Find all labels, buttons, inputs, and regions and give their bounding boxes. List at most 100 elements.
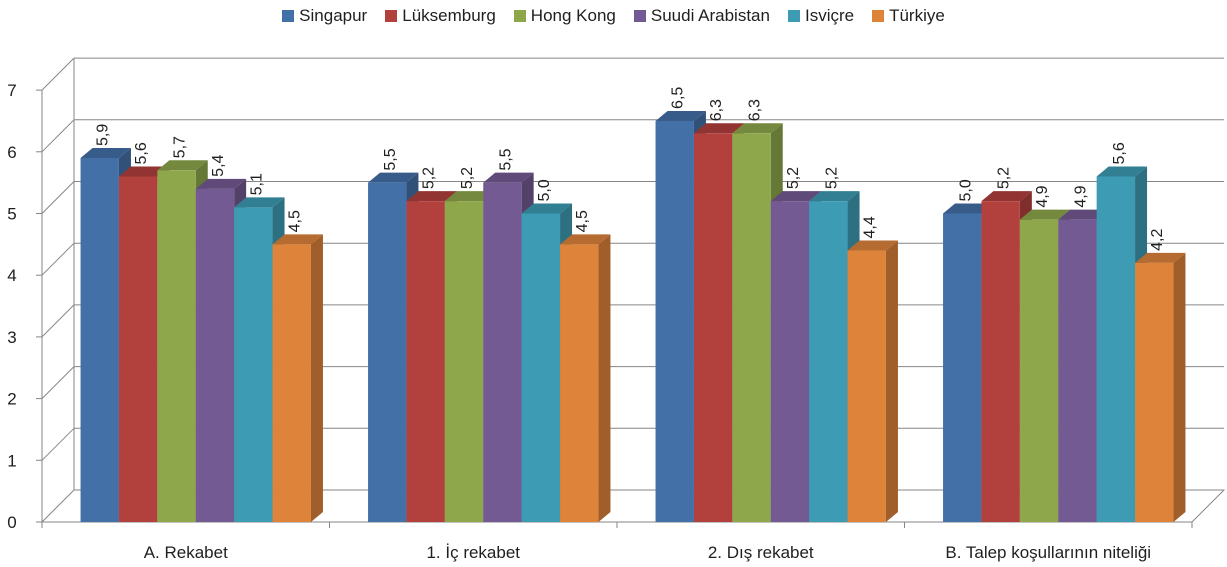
- bar-front: [118, 176, 158, 523]
- legend-item: Hong Kong: [513, 6, 616, 26]
- bar-top: [847, 240, 898, 251]
- bars: [80, 110, 1186, 523]
- gridline-diagonal: [41, 427, 75, 461]
- legend-swatch: [282, 10, 295, 22]
- bar-top: [118, 166, 170, 177]
- legend-label: Suudi Arabistan: [650, 6, 770, 25]
- bar-front: [655, 120, 694, 522]
- bar-top: [560, 234, 611, 245]
- bar-front: [234, 207, 273, 522]
- bar-side: [310, 234, 323, 522]
- bar-side: [1173, 252, 1186, 523]
- bar-top: [234, 197, 285, 208]
- data-label: 5,6: [1111, 142, 1128, 164]
- bar-top: [770, 191, 822, 202]
- y-tick-label: 2: [7, 390, 16, 409]
- data-label: 4,5: [287, 210, 304, 232]
- bar-front: [1019, 219, 1059, 523]
- bar-front: [444, 201, 484, 522]
- gridline-diagonal: [41, 119, 75, 153]
- legend-item: Isviçre: [787, 6, 855, 26]
- data-label: 5,2: [785, 167, 802, 189]
- legend-label: Türkiye: [889, 6, 945, 25]
- bar: [1135, 252, 1186, 523]
- bar-front: [483, 182, 522, 522]
- bar-side: [885, 240, 898, 522]
- legend-item: Türkiye: [872, 6, 945, 26]
- legend-swatch: [787, 10, 800, 22]
- data-label: 5,5: [382, 148, 399, 170]
- bar-front: [1096, 176, 1136, 523]
- bar-front: [80, 157, 119, 522]
- legend-label: Hong Kong: [530, 6, 616, 25]
- data-label: 4,4: [862, 216, 879, 238]
- bar-front: [693, 133, 733, 523]
- data-label: 5,2: [459, 167, 476, 189]
- bar-top: [368, 172, 419, 183]
- bar: [272, 234, 323, 522]
- bar-front: [847, 250, 886, 522]
- x-tick-label: A. Rekabet: [144, 543, 228, 562]
- bar-top: [809, 191, 860, 202]
- data-label: 5,7: [172, 136, 189, 158]
- bar-front: [943, 213, 982, 522]
- bar-top: [521, 203, 573, 214]
- data-label: 5,0: [957, 179, 974, 201]
- bar: [560, 234, 611, 522]
- bar-top: [80, 147, 131, 158]
- data-label: 5,2: [421, 167, 438, 189]
- bar-top: [1096, 166, 1148, 177]
- legend: Singapur Lüksemburg Hong Kong Suudi Arabist…: [0, 6, 1227, 26]
- data-label: 4,5: [574, 210, 591, 232]
- y-tick-label: 3: [7, 328, 16, 347]
- data-label: 5,5: [497, 148, 514, 170]
- gridline-diagonal: [41, 57, 75, 91]
- x-tick-label: B. Talep koşullarının niteliği: [945, 543, 1151, 562]
- bar-top: [272, 234, 323, 245]
- bar-front: [981, 201, 1020, 522]
- legend-label: Isviçre: [804, 6, 855, 25]
- x-tick-label: 2. Dış rekabet: [708, 543, 814, 562]
- bar-front: [157, 170, 196, 522]
- bar-top: [693, 123, 745, 134]
- data-label: 6,5: [670, 87, 687, 109]
- bar-top: [444, 191, 496, 202]
- legend-label: Singapur: [299, 6, 368, 25]
- data-label: 6,3: [708, 99, 725, 121]
- bar-top: [1135, 252, 1186, 263]
- bar-top: [1019, 209, 1071, 220]
- legend-swatch: [872, 10, 885, 22]
- data-label: 5,1: [248, 173, 265, 195]
- gridline-diagonal: [41, 304, 75, 338]
- gridline-diagonal: [41, 181, 75, 214]
- legend-item: Lüksemburg: [385, 6, 496, 26]
- bar-front: [272, 244, 311, 522]
- data-label: 4,9: [1034, 185, 1051, 207]
- data-label: 6,3: [747, 99, 764, 121]
- gridline-diagonal: [41, 242, 75, 276]
- data-label: 5,4: [210, 154, 227, 176]
- bar-top: [195, 178, 247, 189]
- data-labels: 5,9 5,6 5,7 5,4 5,1 4,5 5,5 5,2 5,2 5,5 5,0 4,5 6,5 6…: [95, 87, 1167, 251]
- y-tick-label: 1: [7, 451, 16, 470]
- data-label: 5,0: [536, 179, 553, 201]
- legend-label: Lüksemburg: [402, 6, 496, 25]
- bar-top: [157, 160, 208, 171]
- data-label: 4,9: [1072, 185, 1089, 207]
- y-tick-label: 5: [7, 205, 16, 224]
- bar-front: [521, 213, 561, 522]
- data-label: 5,2: [996, 167, 1013, 189]
- x-tick-label: 1. İç rekabet: [426, 543, 520, 562]
- bar-top: [483, 172, 534, 183]
- data-label: 5,6: [133, 142, 150, 164]
- legend-item: Suudi Arabistan: [633, 6, 770, 26]
- legend-swatch: [633, 10, 646, 22]
- bar-side: [598, 234, 611, 522]
- bar: [847, 240, 898, 522]
- legend-item: Singapur: [282, 6, 367, 26]
- bar-front: [368, 182, 407, 522]
- y-tick-label: 0: [7, 513, 16, 532]
- bar-top: [406, 191, 457, 202]
- bar-front: [809, 201, 848, 522]
